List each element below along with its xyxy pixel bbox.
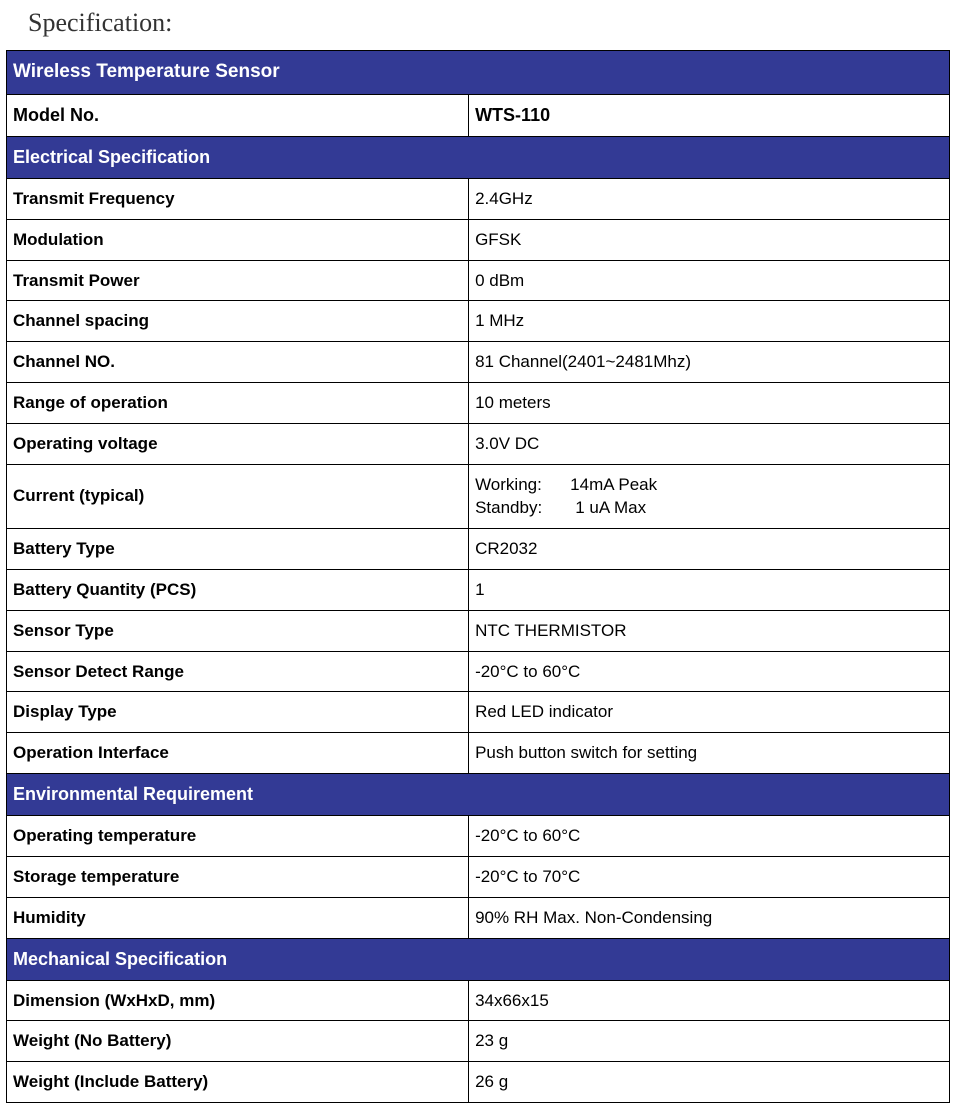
spec-value: Working: 14mA Peak Standby: 1 uA Max (469, 464, 950, 529)
model-label: Model No. (7, 94, 469, 136)
table-row: Transmit Frequency2.4GHz (7, 178, 950, 219)
table-row: Display TypeRed LED indicator (7, 692, 950, 733)
spec-label: Dimension (WxHxD, mm) (7, 980, 469, 1021)
table-row: Dimension (WxHxD, mm)34x66x15 (7, 980, 950, 1021)
spec-label: Sensor Type (7, 610, 469, 651)
spec-value: 3.0V DC (469, 423, 950, 464)
spec-value: 23 g (469, 1021, 950, 1062)
spec-label: Operating temperature (7, 816, 469, 857)
spec-value: Push button switch for setting (469, 733, 950, 774)
section-header-row: Electrical Specification (7, 136, 950, 178)
spec-value: 1 (469, 569, 950, 610)
spec-label: Operation Interface (7, 733, 469, 774)
spec-value: Red LED indicator (469, 692, 950, 733)
spec-value: CR2032 (469, 529, 950, 570)
table-row: Operating voltage3.0V DC (7, 423, 950, 464)
table-row: Battery Quantity (PCS)1 (7, 569, 950, 610)
spec-label: Weight (No Battery) (7, 1021, 469, 1062)
spec-label: Humidity (7, 897, 469, 938)
spec-label: Current (typical) (7, 464, 469, 529)
spec-label: Transmit Frequency (7, 178, 469, 219)
spec-value: 2.4GHz (469, 178, 950, 219)
model-value: WTS-110 (469, 94, 950, 136)
spec-value: 81 Channel(2401~2481Mhz) (469, 342, 950, 383)
section-header: Environmental Requirement (7, 773, 950, 815)
spec-label: Sensor Detect Range (7, 651, 469, 692)
table-row: Transmit Power0 dBm (7, 260, 950, 301)
table-row: Sensor TypeNTC THERMISTOR (7, 610, 950, 651)
spec-value: 0 dBm (469, 260, 950, 301)
spec-label: Modulation (7, 219, 469, 260)
spec-label: Weight (Include Battery) (7, 1062, 469, 1103)
spec-label: Storage temperature (7, 856, 469, 897)
spec-value: GFSK (469, 219, 950, 260)
section-header-row: Environmental Requirement (7, 773, 950, 815)
table-row: Sensor Detect Range -20°C to 60°C (7, 651, 950, 692)
spec-label: Battery Type (7, 529, 469, 570)
table-row: Battery TypeCR2032 (7, 529, 950, 570)
spec-table-body: Wireless Temperature Sensor Model No. WT… (7, 51, 950, 1103)
spec-label: Operating voltage (7, 423, 469, 464)
spec-label: Display Type (7, 692, 469, 733)
spec-value: 90% RH Max. Non-Condensing (469, 897, 950, 938)
table-row: Weight (Include Battery)26 g (7, 1062, 950, 1103)
spec-label: Channel NO. (7, 342, 469, 383)
table-row: Channel spacing1 MHz (7, 301, 950, 342)
spec-value: -20°C to 60°C (469, 651, 950, 692)
table-row: Storage temperature -20°C to 70°C (7, 856, 950, 897)
spec-label: Range of operation (7, 382, 469, 423)
table-main-header: Wireless Temperature Sensor (7, 51, 950, 95)
table-row: Current (typical)Working: 14mA Peak Stan… (7, 464, 950, 529)
model-row: Model No. WTS-110 (7, 94, 950, 136)
spec-label: Channel spacing (7, 301, 469, 342)
table-row: ModulationGFSK (7, 219, 950, 260)
table-main-header-row: Wireless Temperature Sensor (7, 51, 950, 95)
spec-value: 34x66x15 (469, 980, 950, 1021)
spec-label: Transmit Power (7, 260, 469, 301)
spec-label: Battery Quantity (PCS) (7, 569, 469, 610)
table-row: Weight (No Battery)23 g (7, 1021, 950, 1062)
section-header: Mechanical Specification (7, 938, 950, 980)
spec-value: -20°C to 60°C (469, 816, 950, 857)
spec-table: Wireless Temperature Sensor Model No. WT… (6, 50, 950, 1103)
spec-value: NTC THERMISTOR (469, 610, 950, 651)
table-row: Operation InterfacePush button switch fo… (7, 733, 950, 774)
spec-value: 10 meters (469, 382, 950, 423)
section-header-row: Mechanical Specification (7, 938, 950, 980)
table-row: Range of operation10 meters (7, 382, 950, 423)
table-row: Operating temperature -20°C to 60°C (7, 816, 950, 857)
page-title: Specification: (0, 0, 957, 50)
spec-value: 1 MHz (469, 301, 950, 342)
table-row: Humidity90% RH Max. Non-Condensing (7, 897, 950, 938)
table-row: Channel NO.81 Channel(2401~2481Mhz) (7, 342, 950, 383)
section-header: Electrical Specification (7, 136, 950, 178)
spec-value: 26 g (469, 1062, 950, 1103)
spec-value: -20°C to 70°C (469, 856, 950, 897)
